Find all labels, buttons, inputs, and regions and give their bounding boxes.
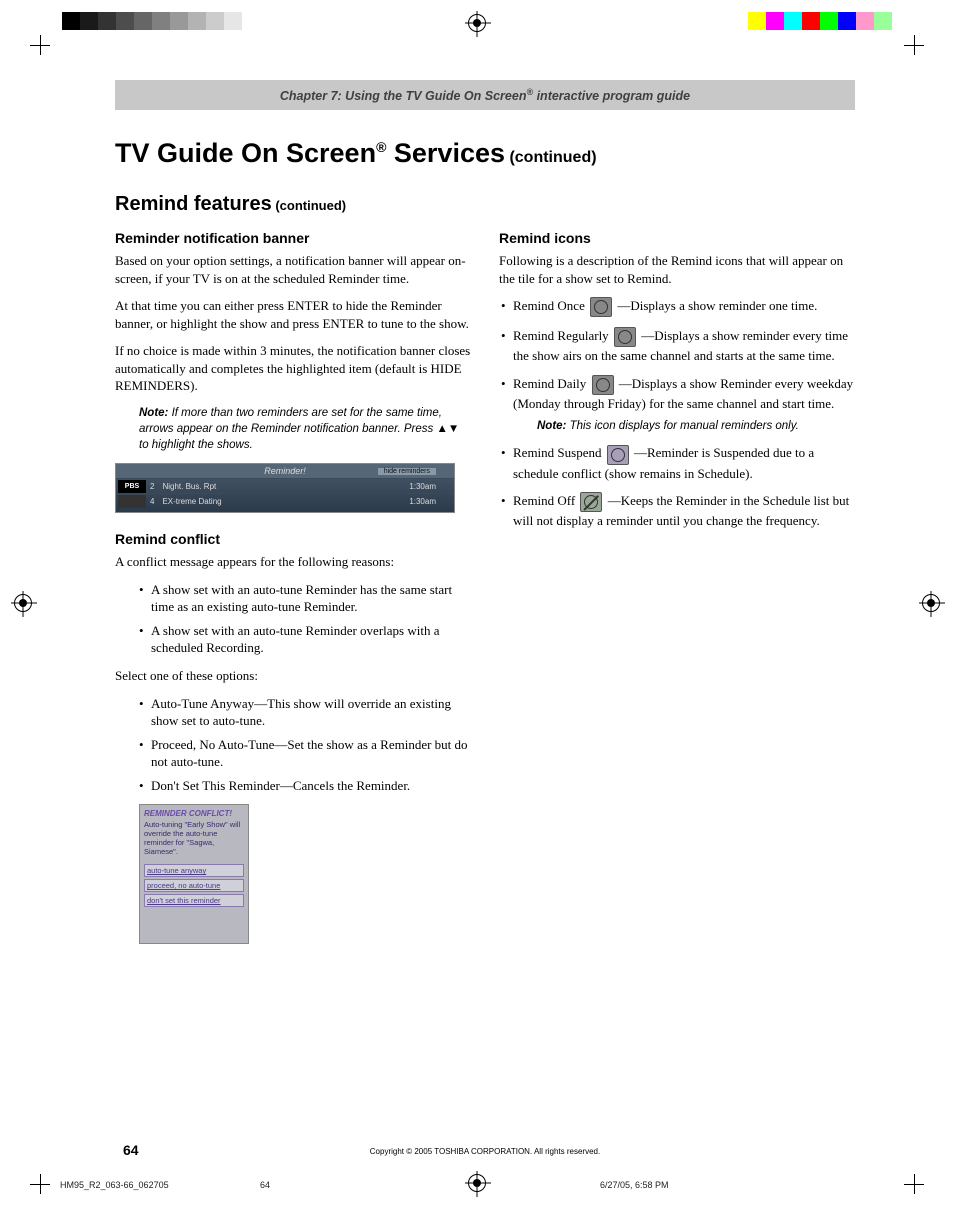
registration-mark [922, 594, 940, 612]
page-content: Chapter 7: Using the TV Guide On Screen ®… [115, 80, 855, 944]
list-item: Remind Daily —Displays a show Reminder e… [499, 375, 855, 435]
reminder-banner-screenshot: Reminder! hide reminders PBS 2 Night. Bu… [115, 463, 455, 513]
chapter-heading-band: Chapter 7: Using the TV Guide On Screen®… [115, 80, 855, 110]
title-main: TV Guide On Screen [115, 138, 376, 168]
hide-reminders-label: hide reminders [378, 468, 436, 475]
note-label: Note: [537, 420, 566, 432]
registration-mark [14, 594, 32, 612]
chapter-text-after: interactive program guide [533, 89, 690, 103]
left-column: Reminder notification banner Based on yo… [115, 228, 471, 944]
note-text: If more than two reminders are set for t… [139, 407, 459, 451]
icon-description-list: Remind Once —Displays a show reminder on… [499, 297, 855, 529]
title-continued: (continued) [505, 149, 597, 166]
subsection-heading: Reminder notification banner [115, 230, 471, 246]
slug-page: 64 [260, 1180, 540, 1190]
list-item: Auto-Tune Anyway—This show will override… [139, 695, 471, 730]
remind-daily-icon [592, 375, 614, 395]
show-time: 1:30am [405, 497, 440, 506]
body-paragraph: A conflict message appears for the follo… [115, 553, 471, 571]
chapter-text: Chapter 7: Using the TV Guide On Screen [280, 89, 527, 103]
note-paragraph: Note: If more than two reminders are set… [139, 405, 471, 453]
channel-number: 4 [146, 497, 158, 506]
bullet-list: A show set with an auto-tune Reminder ha… [139, 581, 471, 657]
channel-number: 2 [146, 482, 158, 491]
print-slug-line: HM95_R2_063-66_062705 64 6/27/05, 6:58 P… [60, 1180, 894, 1190]
note-paragraph: Note: This icon displays for manual remi… [537, 418, 855, 434]
two-column-layout: Reminder notification banner Based on yo… [115, 228, 855, 944]
heading-continued: (continued) [272, 198, 346, 213]
dialog-option: proceed, no auto-tune [144, 879, 244, 892]
remind-regularly-icon [614, 327, 636, 347]
dialog-option: don't set this reminder [144, 894, 244, 907]
remind-suspend-icon [607, 445, 629, 465]
body-paragraph: At that time you can either press ENTER … [115, 297, 471, 332]
show-name: EX-treme Dating [158, 497, 225, 506]
body-paragraph: Based on your option settings, a notific… [115, 252, 471, 287]
remind-once-icon [590, 297, 612, 317]
remind-off-icon [580, 492, 602, 512]
item-label: Remind Suspend [513, 445, 605, 460]
item-desc: —Displays a show reminder one time. [617, 298, 817, 313]
registered-mark: ® [376, 139, 386, 155]
list-item: A show set with an auto-tune Reminder ov… [139, 622, 471, 657]
subsection-heading: Remind icons [499, 230, 855, 246]
registration-mark [468, 14, 486, 32]
page-title: TV Guide On Screen® Services (continued) [115, 138, 855, 169]
show-name: Night. Bus. Rpt [158, 482, 220, 491]
item-label: Remind Regularly [513, 328, 612, 343]
body-paragraph: Following is a description of the Remind… [499, 252, 855, 287]
subsection-heading: Remind conflict [115, 531, 471, 547]
dialog-title: REMINDER CONFLICT! [144, 809, 244, 818]
channel-logo: PBS [118, 480, 146, 493]
list-item: Proceed, No Auto-Tune—Set the show as a … [139, 736, 471, 771]
crop-mark [30, 1174, 50, 1194]
title-services: Services [386, 138, 505, 168]
page-number: 64 [123, 1142, 139, 1158]
body-paragraph: Select one of these options: [115, 667, 471, 685]
section-heading: Remind features (continued) [115, 193, 855, 216]
body-paragraph: If no choice is made within 3 minutes, t… [115, 342, 471, 395]
show-time: 1:30am [405, 482, 440, 491]
note-label: Note: [139, 407, 168, 419]
conflict-dialog-screenshot: REMINDER CONFLICT! Auto-tuning "Early Sh… [139, 804, 249, 944]
list-item: A show set with an auto-tune Reminder ha… [139, 581, 471, 616]
crop-mark [30, 35, 50, 55]
crop-mark [904, 35, 924, 55]
copyright-text: Copyright © 2005 TOSHIBA CORPORATION. Al… [115, 1147, 855, 1156]
item-label: Remind Once [513, 298, 588, 313]
dialog-option: auto-tune anyway [144, 864, 244, 877]
channel-logo [118, 495, 146, 508]
list-item: Remind Off —Keeps the Reminder in the Sc… [499, 492, 855, 530]
item-label: Remind Daily [513, 376, 590, 391]
list-item: Don't Set This Reminder—Cancels the Remi… [139, 777, 471, 795]
note-text: This icon displays for manual reminders … [566, 420, 798, 432]
dialog-text: Auto-tuning "Early Show" will override t… [144, 820, 244, 856]
slug-filename: HM95_R2_063-66_062705 [60, 1180, 260, 1190]
right-column: Remind icons Following is a description … [499, 228, 855, 944]
crop-mark [904, 1174, 924, 1194]
list-item: Remind Suspend —Reminder is Suspended du… [499, 444, 855, 482]
list-item: Remind Regularly —Displays a show remind… [499, 327, 855, 365]
list-item: Remind Once —Displays a show reminder on… [499, 297, 855, 317]
banner-title: Reminder! [264, 466, 306, 476]
item-label: Remind Off [513, 493, 578, 508]
slug-datetime: 6/27/05, 6:58 PM [540, 1180, 894, 1190]
bullet-list: Auto-Tune Anyway—This show will override… [139, 695, 471, 795]
heading-main: Remind features [115, 193, 272, 215]
